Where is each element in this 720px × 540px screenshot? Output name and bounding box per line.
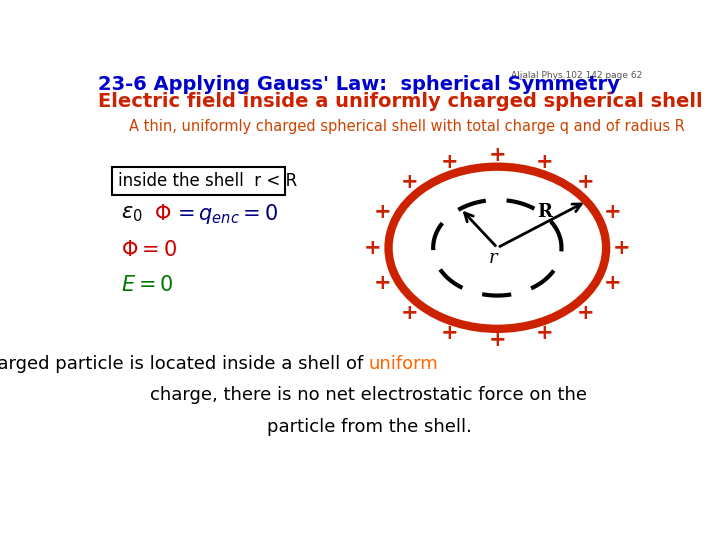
Text: r: r (489, 249, 498, 267)
Text: +: + (577, 172, 594, 192)
Text: +: + (536, 323, 554, 343)
Text: +: + (400, 172, 418, 192)
Text: +: + (441, 152, 459, 172)
Text: +: + (577, 303, 594, 323)
Text: particle from the shell.: particle from the shell. (266, 417, 472, 436)
Bar (112, 167, 285, 195)
Text: Aljalal Phys.102 142 page 62: Aljalal Phys.102 142 page 62 (511, 71, 642, 80)
Text: +: + (400, 303, 418, 323)
Text: $\Phi = 0$: $\Phi = 0$ (121, 240, 176, 260)
Text: $E = 0$: $E = 0$ (121, 275, 174, 295)
Text: +: + (374, 273, 391, 293)
Text: +: + (364, 238, 382, 258)
Text: $\epsilon_0$: $\epsilon_0$ (121, 205, 143, 224)
Text: R: R (538, 204, 552, 221)
Text: $= q_{enc} = 0$: $= q_{enc} = 0$ (173, 202, 278, 226)
Text: charge, there is no net electrostatic force on the: charge, there is no net electrostatic fo… (150, 386, 588, 404)
Text: +: + (613, 238, 631, 258)
Text: A thin, uniformly charged spherical shell with total charge q and of radius R: A thin, uniformly charged spherical shel… (129, 119, 685, 134)
Text: Electric field inside a uniformly charged spherical shell: Electric field inside a uniformly charge… (99, 92, 703, 111)
Text: uniform: uniform (369, 355, 438, 373)
Text: 23-6 Applying Gauss' Law:  spherical Symmetry: 23-6 Applying Gauss' Law: spherical Symm… (99, 75, 620, 94)
Text: $\Phi$: $\Phi$ (154, 205, 171, 225)
Text: +: + (536, 152, 554, 172)
Text: +: + (603, 202, 621, 222)
Text: +: + (374, 202, 391, 222)
Text: +: + (489, 330, 506, 350)
Text: +: + (489, 145, 506, 165)
Text: If a charged particle is located inside a shell of: If a charged particle is located inside … (0, 355, 369, 373)
Text: +: + (603, 273, 621, 293)
Text: inside the shell  r < R: inside the shell r < R (118, 172, 297, 190)
Text: +: + (441, 323, 459, 343)
